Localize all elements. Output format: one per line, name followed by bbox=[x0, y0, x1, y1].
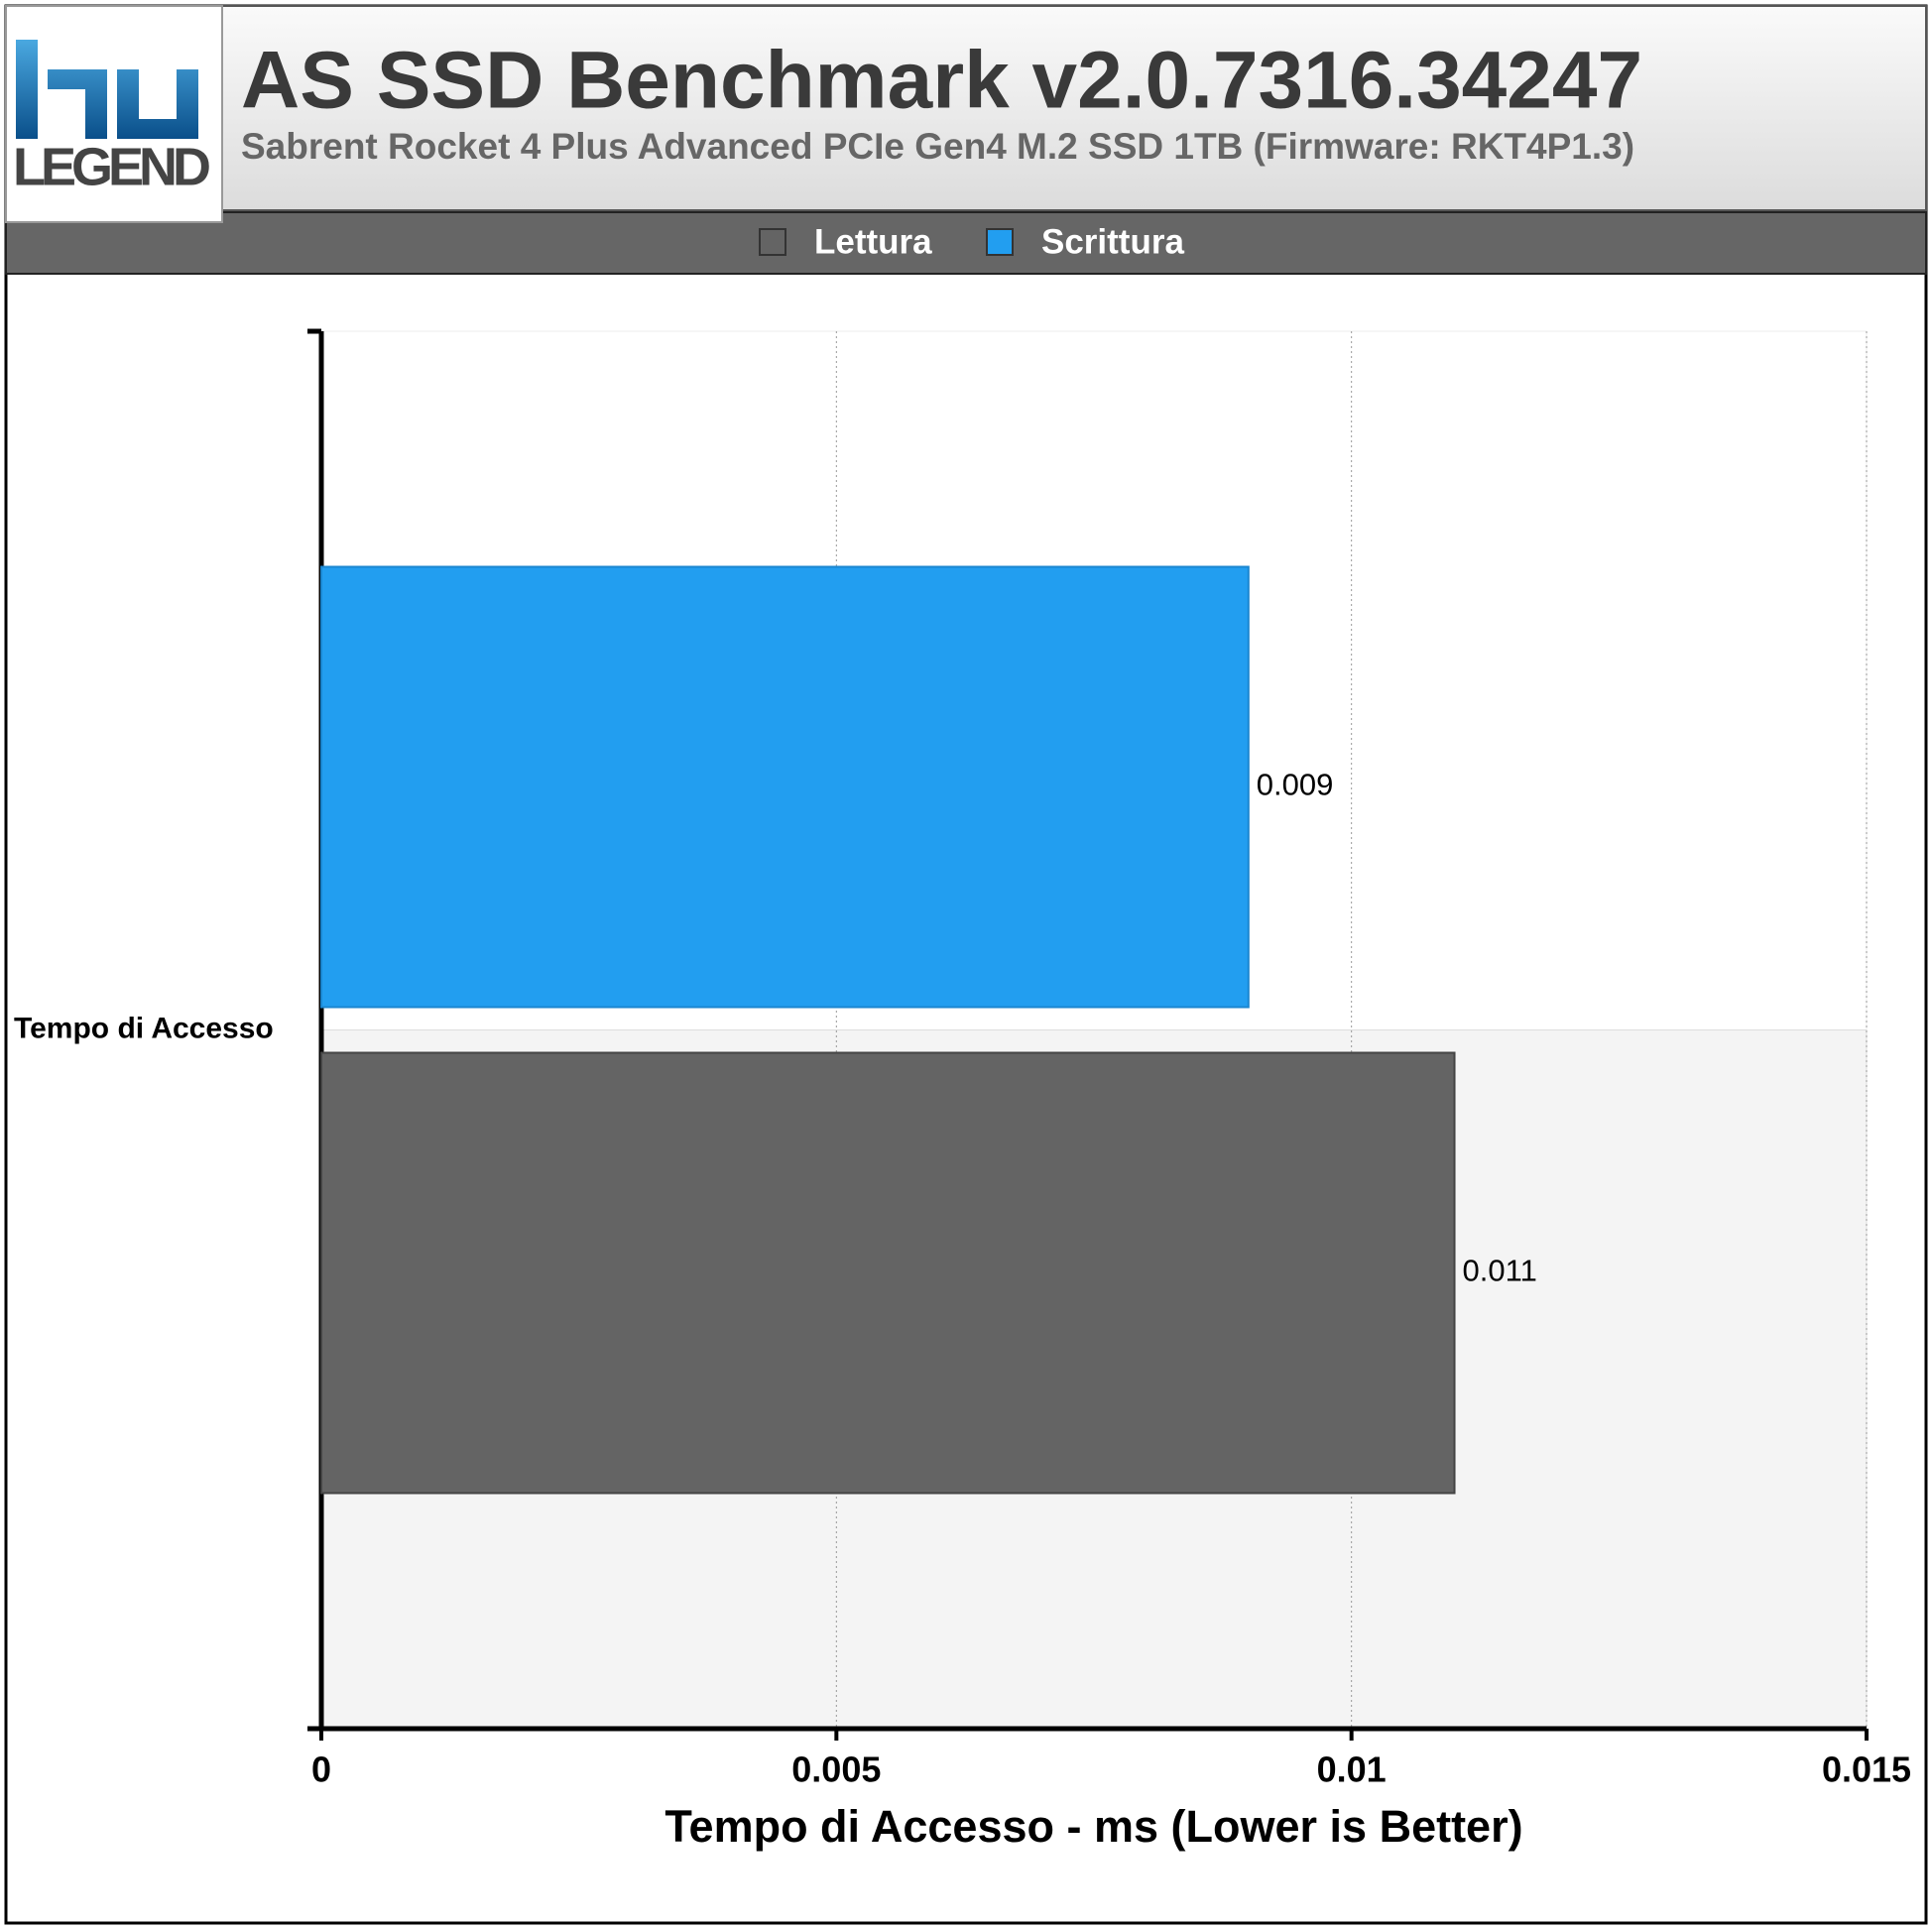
legend-swatch bbox=[759, 228, 786, 256]
legend-label: Lettura bbox=[814, 222, 932, 261]
legend-label: Scrittura bbox=[1041, 222, 1184, 261]
x-tick-label: 0.01 bbox=[1317, 1749, 1387, 1790]
legend-swatch bbox=[986, 228, 1014, 256]
chart-subtitle: Sabrent Rocket 4 Plus Advanced PCIe Gen4… bbox=[241, 126, 1634, 167]
logo-text: LEGEND bbox=[13, 137, 211, 196]
header bbox=[5, 5, 1927, 211]
x-tick-label: 0 bbox=[311, 1749, 331, 1790]
value-label: 0.011 bbox=[1463, 1254, 1537, 1288]
bar bbox=[320, 1051, 1456, 1495]
logo: LEGEND bbox=[5, 5, 223, 223]
legend-bar bbox=[5, 211, 1927, 275]
x-tick-label: 0.015 bbox=[1822, 1749, 1911, 1790]
y-tick-label: Tempo di Accesso bbox=[14, 1012, 274, 1044]
value-label: 0.009 bbox=[1257, 768, 1334, 802]
bar bbox=[320, 565, 1250, 1009]
logo-mark bbox=[16, 40, 198, 139]
chart-title: AS SSD Benchmark v2.0.7316.34247 bbox=[241, 36, 1642, 126]
x-axis-title: Tempo di Accesso - ms (Lower is Better) bbox=[664, 1801, 1522, 1852]
x-tick-label: 0.005 bbox=[791, 1749, 881, 1790]
